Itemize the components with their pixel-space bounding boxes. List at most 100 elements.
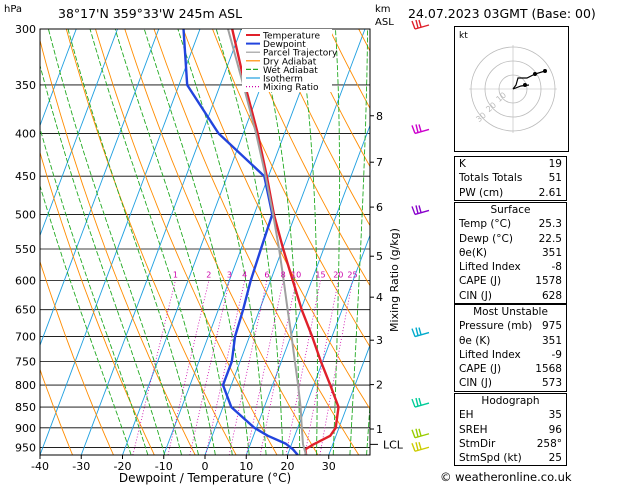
- index-row: Temp (°C) 25.3: [455, 217, 566, 231]
- lcl-label: LCL: [383, 438, 404, 451]
- indices-hodograph: Hodograph EH 35 SREH 96 StmDir 258° StmSpd (kt)…: [454, 393, 567, 467]
- index-value: 25.3: [538, 218, 562, 231]
- index-value: 258°: [536, 437, 562, 450]
- hodograph-ring-label: 30: [474, 111, 488, 124]
- wind-barb-flag: [418, 327, 422, 335]
- index-value: -8: [551, 261, 562, 274]
- index-label: θe (K): [459, 334, 491, 347]
- legend-label: Mixing Ratio: [263, 83, 319, 93]
- wind-barbs: [411, 19, 430, 452]
- index-label: Pressure (mb): [459, 320, 533, 333]
- surface-section-title: Surface: [490, 204, 531, 216]
- height-km-label: 8: [376, 110, 383, 123]
- temp-tick-label: -40: [31, 460, 49, 473]
- hodograph-point: [533, 72, 537, 76]
- legend-label: Dewpoint: [263, 40, 306, 50]
- pressure-tick-label: 550: [15, 243, 36, 256]
- indices-surface: Surface Temp (°C) 25.3 Dewp (°C) 22.5 θe(K) 35…: [454, 202, 567, 305]
- wind-barb-flag: [418, 124, 422, 132]
- index-label: Lifted Index: [459, 348, 521, 361]
- location-title: 38°17'N 359°33'W 245m ASL: [58, 6, 243, 21]
- isotherm-line: [40, 29, 160, 347]
- index-row: EH 35: [455, 408, 566, 422]
- wind-barb-flag: [411, 429, 416, 439]
- pressure-tick-label: 700: [15, 331, 36, 344]
- wind-barb-flag: [411, 398, 416, 408]
- wind-barb-shaft: [414, 433, 430, 439]
- index-row: θe (K) 351: [455, 334, 566, 348]
- wind-barb-icon: [411, 19, 430, 30]
- isotherm-line: [245, 124, 370, 455]
- dry-adiabat-line: [124, 29, 319, 455]
- index-row: StmDir 258°: [455, 437, 566, 451]
- footer-copyright: © weatheronline.co.uk: [440, 470, 572, 484]
- wind-barb-flag: [415, 19, 419, 29]
- wet-adiabat-line: [257, 29, 301, 455]
- isotherm-line: [80, 29, 242, 455]
- dry-adiabat-line: [299, 29, 370, 168]
- index-label: SREH: [459, 423, 488, 436]
- hodograph-trace: [512, 70, 546, 90]
- wind-barb-flag: [415, 124, 419, 133]
- wind-barb-flag: [411, 442, 416, 452]
- wind-barb-shaft: [414, 128, 430, 135]
- pressure-axis-unit: hPa: [4, 4, 23, 15]
- dry-adiabat-line: [40, 38, 196, 455]
- index-value: 25: [548, 452, 562, 465]
- mixing-ratio-line: [304, 280, 339, 455]
- index-label: CAPE (J): [459, 363, 502, 376]
- index-row: StmSpd (kt) 25: [455, 451, 566, 465]
- legend-label: Isotherm: [263, 75, 303, 85]
- wet-adiabat-line: [298, 29, 318, 455]
- dry-adiabat-line: [593, 29, 629, 455]
- mixing-ratio-label: 25: [347, 271, 357, 280]
- wind-barb-icon: [411, 428, 430, 439]
- temp-tick-label: 30: [322, 460, 336, 473]
- wind-barb-flag: [411, 206, 416, 215]
- hodograph-point: [543, 69, 547, 73]
- index-row: Lifted Index -8: [455, 260, 566, 274]
- wind-barb-flag: [415, 397, 419, 407]
- isotherm-line: [287, 234, 370, 455]
- index-value: 1578: [535, 275, 562, 288]
- index-row: CAPE (J) 1568: [455, 362, 566, 376]
- index-label: Lifted Index: [459, 261, 521, 274]
- height-km-label: 3: [376, 334, 383, 347]
- index-row: K 19: [455, 157, 566, 171]
- mixing-ratio-line: [205, 280, 246, 455]
- pressure-tick-label: 950: [15, 441, 36, 454]
- dry-adiabat-line: [65, 29, 237, 455]
- temp-tick-label: -20: [114, 460, 132, 473]
- mixing-ratio-label: 10: [291, 271, 301, 280]
- mixing-ratio-label: 2: [206, 271, 211, 280]
- index-value: 628: [541, 289, 562, 302]
- dry-adiabat-line: [270, 29, 370, 227]
- wind-barb-flag: [411, 328, 416, 337]
- index-row: Pressure (mb) 975: [455, 319, 566, 333]
- mixing-ratio-line: [246, 280, 284, 455]
- wind-barb-icon: [411, 205, 430, 216]
- dry-adiabat-line: [40, 150, 155, 455]
- index-value: 96: [548, 423, 562, 436]
- chart-curves: [182, 29, 340, 455]
- wind-barb-icon: [411, 327, 430, 338]
- index-value: 51: [548, 172, 562, 185]
- mixing-ratio-label: 6: [264, 271, 269, 280]
- mixing-ratio-label: 3: [227, 271, 232, 280]
- index-label: Temp (°C): [459, 218, 512, 231]
- index-value: 1568: [535, 363, 562, 376]
- index-value: 975: [541, 320, 562, 333]
- index-label: StmDir: [459, 437, 496, 450]
- pressure-tick-label: 650: [15, 304, 36, 317]
- isotherm-line: [40, 29, 77, 127]
- indices-top: K 19 Totals Totals 51 PW (cm) 2.61: [454, 156, 567, 201]
- wet-adiabat-line: [89, 29, 216, 455]
- index-label: K: [459, 158, 466, 170]
- mixing-ratio-line: [228, 280, 268, 455]
- isotherm-line: [40, 29, 201, 455]
- hodograph-ring-label: 20: [484, 101, 498, 114]
- wet-adiabat-line: [40, 184, 132, 455]
- pressure-tick-label: 500: [15, 208, 36, 221]
